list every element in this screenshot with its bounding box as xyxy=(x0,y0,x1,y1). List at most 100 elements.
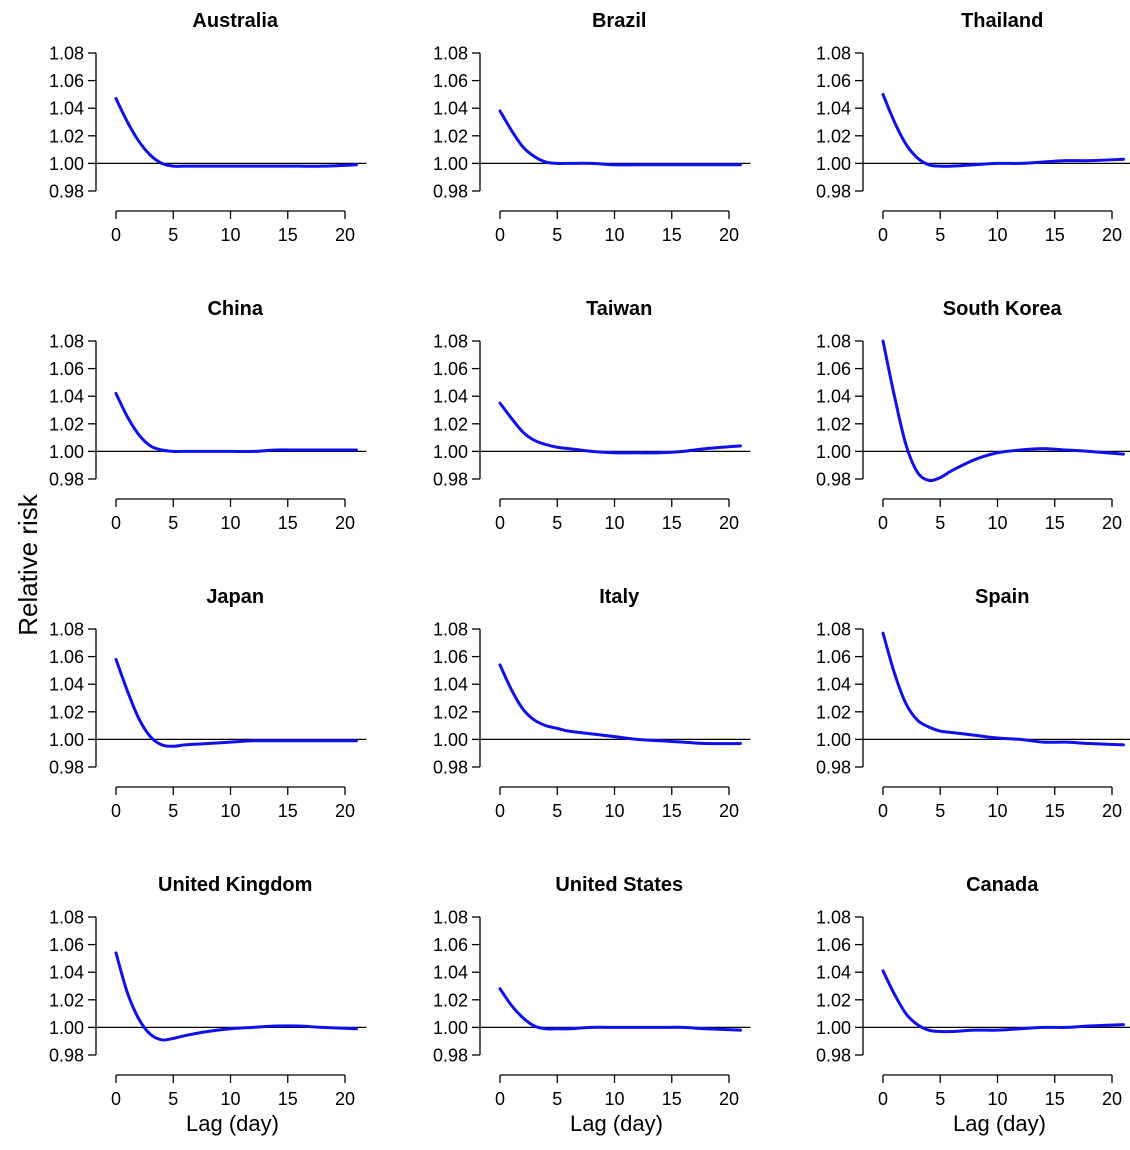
y-tick-label: 1.04 xyxy=(49,963,84,983)
y-tick-label: 1.00 xyxy=(49,154,84,174)
y-tick-label: 1.08 xyxy=(433,620,468,640)
x-tick-label: 20 xyxy=(335,513,355,533)
x-tick-label: 20 xyxy=(335,1089,355,1109)
x-tick-label: 5 xyxy=(552,801,562,821)
series-line xyxy=(881,969,1125,1034)
series-line xyxy=(114,97,358,168)
y-tick-label: 1.04 xyxy=(433,675,468,695)
x-tick-label: 15 xyxy=(1045,513,1065,533)
x-tick-label: 15 xyxy=(662,513,682,533)
x-tick-label: 15 xyxy=(278,1089,298,1109)
y-tick-label: 1.06 xyxy=(49,359,84,379)
x-tick-label: 15 xyxy=(662,801,682,821)
x-tick-label: 0 xyxy=(111,1089,121,1109)
x-tick-label: 10 xyxy=(604,225,624,245)
y-tick-label: 0.98 xyxy=(816,470,851,490)
y-tick-label: 1.00 xyxy=(433,442,468,462)
panel-japan: Japan 0.98 1.00 1.02 1.04 1.06 1.08 0 5 10 15 20 xyxy=(49,586,367,821)
x-tick-label: 15 xyxy=(1045,801,1065,821)
x-tick-label: 20 xyxy=(719,225,739,245)
y-tick-label: 1.08 xyxy=(49,620,84,640)
panel-title: Taiwan xyxy=(586,298,652,320)
panel-title: United States xyxy=(555,874,683,896)
y-tick-label: 0.98 xyxy=(433,470,468,490)
y-tick-label: 1.06 xyxy=(49,71,84,91)
y-tick-label: 1.04 xyxy=(816,675,851,695)
x-tick-label: 0 xyxy=(111,801,121,821)
panel-australia: Australia 0.98 1.00 1.02 1.04 1.06 1.08 0 5 10 15 2… xyxy=(49,10,367,245)
x-tick-label: 0 xyxy=(878,225,888,245)
y-tick-label: 1.06 xyxy=(816,935,851,955)
y-tick-label: 0.98 xyxy=(816,758,851,778)
y-tick-label: 1.02 xyxy=(816,990,851,1010)
series-line xyxy=(881,339,1125,483)
panel-title: Brazil xyxy=(592,10,646,32)
x-tick-label: 10 xyxy=(987,801,1007,821)
y-tick-label: 1.06 xyxy=(49,935,84,955)
y-tick-label: 1.02 xyxy=(816,126,851,146)
x-tick-label: 5 xyxy=(168,513,178,533)
x-tick-label: 5 xyxy=(168,225,178,245)
x-tick-label: 20 xyxy=(719,1089,739,1109)
x-tick-label: 10 xyxy=(987,1089,1007,1109)
panel-title: Italy xyxy=(599,586,640,608)
x-tick-label: 5 xyxy=(552,513,562,533)
y-tick-label: 1.04 xyxy=(433,99,468,119)
y-tick-label: 0.98 xyxy=(49,1046,84,1066)
y-tick-label: 1.08 xyxy=(816,908,851,928)
y-tick-label: 1.04 xyxy=(49,99,84,119)
panel-italy: Italy 0.98 1.00 1.02 1.04 1.06 1.08 0 5 10 15 20 xyxy=(433,586,751,821)
series-line xyxy=(114,951,358,1042)
y-tick-label: 1.04 xyxy=(433,963,468,983)
y-tick-label: 1.06 xyxy=(816,359,851,379)
x-tick-label: 5 xyxy=(935,801,945,821)
x-tick-label: 0 xyxy=(495,513,505,533)
panel-title: Canada xyxy=(966,874,1039,896)
x-tick-label: 0 xyxy=(495,801,505,821)
y-tick-label: 1.06 xyxy=(433,71,468,91)
x-tick-label: 0 xyxy=(495,1089,505,1109)
y-tick-label: 1.08 xyxy=(433,332,468,352)
y-tick-label: 1.00 xyxy=(816,442,851,462)
y-tick-label: 1.04 xyxy=(49,387,84,407)
panel-title: Japan xyxy=(206,586,264,608)
panel-title: South Korea xyxy=(943,298,1063,320)
x-tick-label: 5 xyxy=(552,225,562,245)
x-axis-title: Lag (day) xyxy=(953,1111,1046,1136)
y-tick-label: 1.08 xyxy=(816,332,851,352)
panel-title: China xyxy=(207,298,263,320)
panel-united-kingdom: United Kingdom 0.98 1.00 1.02 1.04 1.06 1.08 0 5… xyxy=(49,874,367,1136)
x-tick-label: 20 xyxy=(719,513,739,533)
x-tick-label: 15 xyxy=(662,225,682,245)
x-tick-label: 5 xyxy=(168,801,178,821)
x-tick-label: 20 xyxy=(335,801,355,821)
x-tick-label: 5 xyxy=(552,1089,562,1109)
y-tick-label: 0.98 xyxy=(816,182,851,202)
x-tick-label: 10 xyxy=(604,513,624,533)
y-tick-label: 1.08 xyxy=(816,44,851,64)
y-tick-label: 1.02 xyxy=(816,414,851,434)
y-tick-label: 1.06 xyxy=(433,935,468,955)
y-tick-label: 0.98 xyxy=(433,182,468,202)
y-tick-label: 0.98 xyxy=(49,758,84,778)
x-tick-label: 20 xyxy=(1102,225,1122,245)
panel-china: China 0.98 1.00 1.02 1.04 1.06 1.08 0 5 10 15 20 xyxy=(49,298,367,533)
y-tick-label: 0.98 xyxy=(49,182,84,202)
series-line xyxy=(114,657,358,748)
y-tick-label: 1.02 xyxy=(433,126,468,146)
x-tick-label: 20 xyxy=(1102,513,1122,533)
x-tick-label: 10 xyxy=(220,1089,240,1109)
panel-title: Australia xyxy=(192,10,278,32)
y-tick-label: 1.00 xyxy=(433,1018,468,1038)
y-tick-label: 1.08 xyxy=(433,44,468,64)
x-tick-label: 20 xyxy=(1102,801,1122,821)
x-tick-label: 15 xyxy=(1045,225,1065,245)
x-axis-title: Lag (day) xyxy=(570,1111,663,1136)
x-tick-label: 5 xyxy=(935,1089,945,1109)
y-tick-label: 1.04 xyxy=(433,387,468,407)
series-line xyxy=(114,391,358,454)
series-line xyxy=(498,401,742,455)
x-tick-label: 15 xyxy=(278,513,298,533)
y-tick-label: 1.02 xyxy=(49,990,84,1010)
x-tick-label: 20 xyxy=(719,801,739,821)
